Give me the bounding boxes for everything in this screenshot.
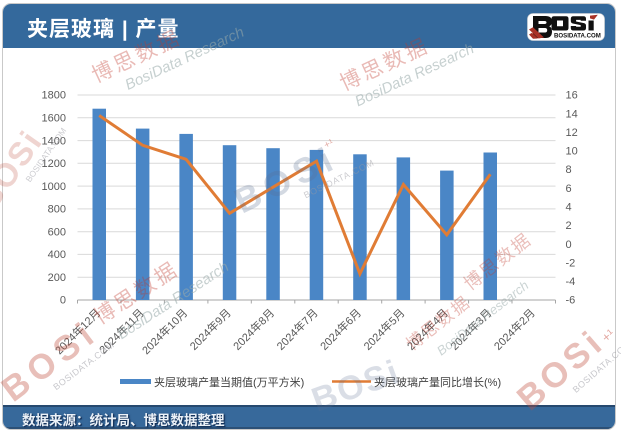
svg-text:16: 16	[566, 90, 578, 102]
svg-text:2024年6月: 2024年6月	[317, 306, 364, 353]
svg-text:10: 10	[566, 146, 578, 158]
svg-text:14: 14	[566, 108, 578, 120]
svg-text:2024年12月: 2024年12月	[52, 306, 103, 357]
svg-text:2024年5月: 2024年5月	[360, 306, 407, 353]
svg-text:-2: -2	[566, 257, 576, 269]
svg-text:-6: -6	[566, 295, 576, 307]
svg-text:夹层玻璃产量当期值(万平方米): 夹层玻璃产量当期值(万平方米)	[154, 375, 304, 389]
svg-text:8: 8	[566, 164, 572, 176]
svg-text:2024年2月: 2024年2月	[491, 306, 538, 353]
svg-text:2024年7月: 2024年7月	[274, 306, 321, 353]
svg-text:200: 200	[48, 272, 66, 284]
svg-text:12: 12	[566, 127, 578, 139]
svg-text:2024年4月: 2024年4月	[404, 306, 451, 353]
svg-text:2024年10月: 2024年10月	[139, 306, 190, 357]
svg-text:-4: -4	[566, 276, 576, 288]
svg-text:400: 400	[48, 249, 66, 261]
svg-text:800: 800	[48, 204, 66, 216]
svg-text:1400: 1400	[42, 135, 66, 147]
svg-text:2024年9月: 2024年9月	[187, 306, 234, 353]
svg-text:600: 600	[48, 226, 66, 238]
svg-text:2024年3月: 2024年3月	[447, 306, 494, 353]
svg-text:0: 0	[566, 239, 572, 251]
svg-text:夹层玻璃产量同比增长(%): 夹层玻璃产量同比增长(%)	[374, 375, 501, 389]
svg-text:1600: 1600	[42, 113, 66, 125]
svg-text:1000: 1000	[42, 181, 66, 193]
svg-text:6: 6	[566, 183, 572, 195]
svg-text:4: 4	[566, 202, 572, 214]
svg-text:1800: 1800	[42, 90, 66, 102]
svg-text:BOSIDATA.COM: BOSIDATA.COM	[554, 33, 601, 40]
svg-text:2: 2	[566, 220, 572, 232]
svg-text:2024年8月: 2024年8月	[230, 306, 277, 353]
svg-text:0: 0	[60, 295, 66, 307]
svg-text:1200: 1200	[42, 158, 66, 170]
